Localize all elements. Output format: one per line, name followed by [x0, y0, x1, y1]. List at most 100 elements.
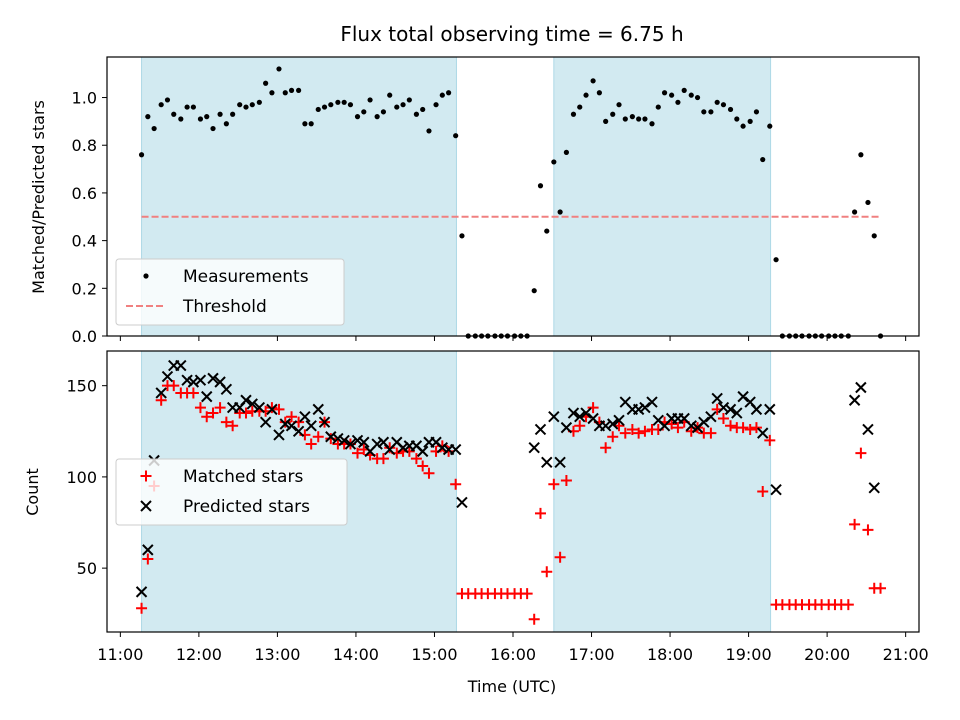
- matched-star-point: [619, 427, 631, 439]
- matched-star-point: [672, 422, 684, 434]
- matched-star-point: [168, 380, 180, 392]
- predicted-star-point: [534, 423, 547, 436]
- matched-star-point: [855, 447, 867, 459]
- measurement-point: [433, 102, 439, 108]
- predicted-star-point: [299, 410, 311, 423]
- bottom-y-axis-label: Count: [23, 468, 42, 516]
- predicted-star-point: [711, 392, 723, 405]
- matched-star-point: [737, 422, 749, 434]
- predicted-star-point: [135, 586, 148, 598]
- y-tick-label: 1.0: [72, 89, 97, 108]
- measurement-point: [394, 104, 400, 110]
- measurement-point: [302, 121, 308, 127]
- predicted-star-point: [770, 483, 782, 496]
- predicted-star-point: [416, 445, 429, 458]
- measurement-point: [288, 87, 295, 93]
- predicted-star-point: [639, 401, 651, 414]
- predicted-star-point: [632, 403, 645, 416]
- bottom-legend: Matched stars Predicted stars: [115, 458, 348, 526]
- measurement-point: [380, 109, 387, 115]
- x-tick-label: 19:00: [726, 645, 772, 664]
- matched-star-point: [757, 486, 769, 497]
- y-tick-label: 50: [77, 559, 97, 578]
- measurement-point: [871, 233, 877, 239]
- bottom-panel: 11:00 12:00 13:00 14:00 15:00 16:00 17:00 18:00…: [23, 350, 929, 696]
- predicted-star-point: [175, 359, 187, 372]
- matched-star-point: [325, 433, 337, 445]
- predicted-star-point: [207, 372, 219, 385]
- predicted-star-point: [285, 420, 298, 432]
- measurement-point: [210, 125, 216, 132]
- measurement-point: [622, 116, 628, 122]
- measurement-point: [767, 123, 773, 129]
- predicted-star-point: [187, 376, 200, 388]
- matched-star-point: [764, 434, 776, 446]
- predicted-star-point: [246, 398, 258, 410]
- matched-star-point: [633, 427, 645, 439]
- predicted-star-point: [554, 456, 566, 469]
- matched-star-point: [574, 420, 586, 432]
- x-axis-label: Time (UTC): [467, 677, 556, 696]
- measurement-point: [204, 114, 210, 120]
- measurement-point: [453, 133, 459, 139]
- legend-marker-swatch: [140, 470, 152, 482]
- matched-star-point: [666, 418, 678, 430]
- predicted-star-point: [868, 482, 880, 494]
- measurement-point: [217, 111, 223, 117]
- measurement-point: [190, 104, 196, 110]
- predicted-star-point: [574, 410, 586, 423]
- measurement-point: [223, 121, 229, 127]
- matched-star-point: [352, 447, 364, 459]
- predicted-star-point: [181, 374, 193, 386]
- matched-star-point: [560, 475, 572, 487]
- matched-star-point: [849, 518, 861, 530]
- measurement-point: [367, 97, 373, 103]
- legend-marker-swatch: [143, 273, 149, 279]
- legend-label: Measurements: [183, 267, 309, 287]
- predicted-star-point: [253, 401, 266, 414]
- predicted-star-point: [855, 381, 867, 394]
- measurement-point: [138, 152, 145, 158]
- measurement-point: [583, 92, 589, 98]
- measurement-point: [282, 90, 288, 96]
- measurement-point: [439, 92, 445, 98]
- predicted-star-point: [259, 416, 272, 428]
- measurement-point: [426, 128, 432, 134]
- measurement-point: [296, 87, 302, 93]
- measurement-point: [413, 111, 420, 117]
- measurement-point: [335, 99, 341, 105]
- predicted-star-point: [613, 414, 625, 427]
- matched-star-point: [587, 402, 599, 414]
- predicted-star-point: [607, 418, 619, 430]
- matched-star-point: [214, 402, 226, 414]
- predicted-star-point: [332, 432, 344, 445]
- measurement-point: [184, 104, 190, 110]
- legend-box: [115, 258, 345, 326]
- predicted-star-point: [764, 403, 776, 416]
- predicted-star-point: [685, 420, 697, 432]
- measurement-point: [400, 102, 406, 108]
- measurement-point: [577, 104, 583, 110]
- top-y-axis-label: Matched/Predicted stars: [29, 100, 48, 294]
- y-tick-label: 0.2: [72, 279, 97, 298]
- measurement-point: [688, 92, 694, 98]
- measurement-point: [590, 78, 596, 84]
- measurement-point: [420, 106, 426, 113]
- predicted-star-point: [312, 403, 324, 416]
- measurement-point: [727, 106, 734, 113]
- measurement-point: [151, 125, 157, 132]
- shaded-interval: [553, 56, 772, 337]
- measurement-point: [406, 97, 412, 103]
- matched-star-point: [450, 478, 462, 490]
- matched-star-point: [142, 553, 154, 565]
- predicted-star-point: [599, 420, 612, 432]
- matched-star-point: [600, 442, 612, 454]
- measurement-point: [563, 149, 570, 155]
- predicted-star-point: [528, 442, 540, 454]
- y-tick-label: 0.8: [72, 136, 97, 155]
- measurement-point: [328, 102, 334, 108]
- chart-title: Flux total observing time = 6.75 h: [340, 22, 683, 46]
- measurement-point: [551, 159, 557, 165]
- measurement-point: [708, 109, 714, 115]
